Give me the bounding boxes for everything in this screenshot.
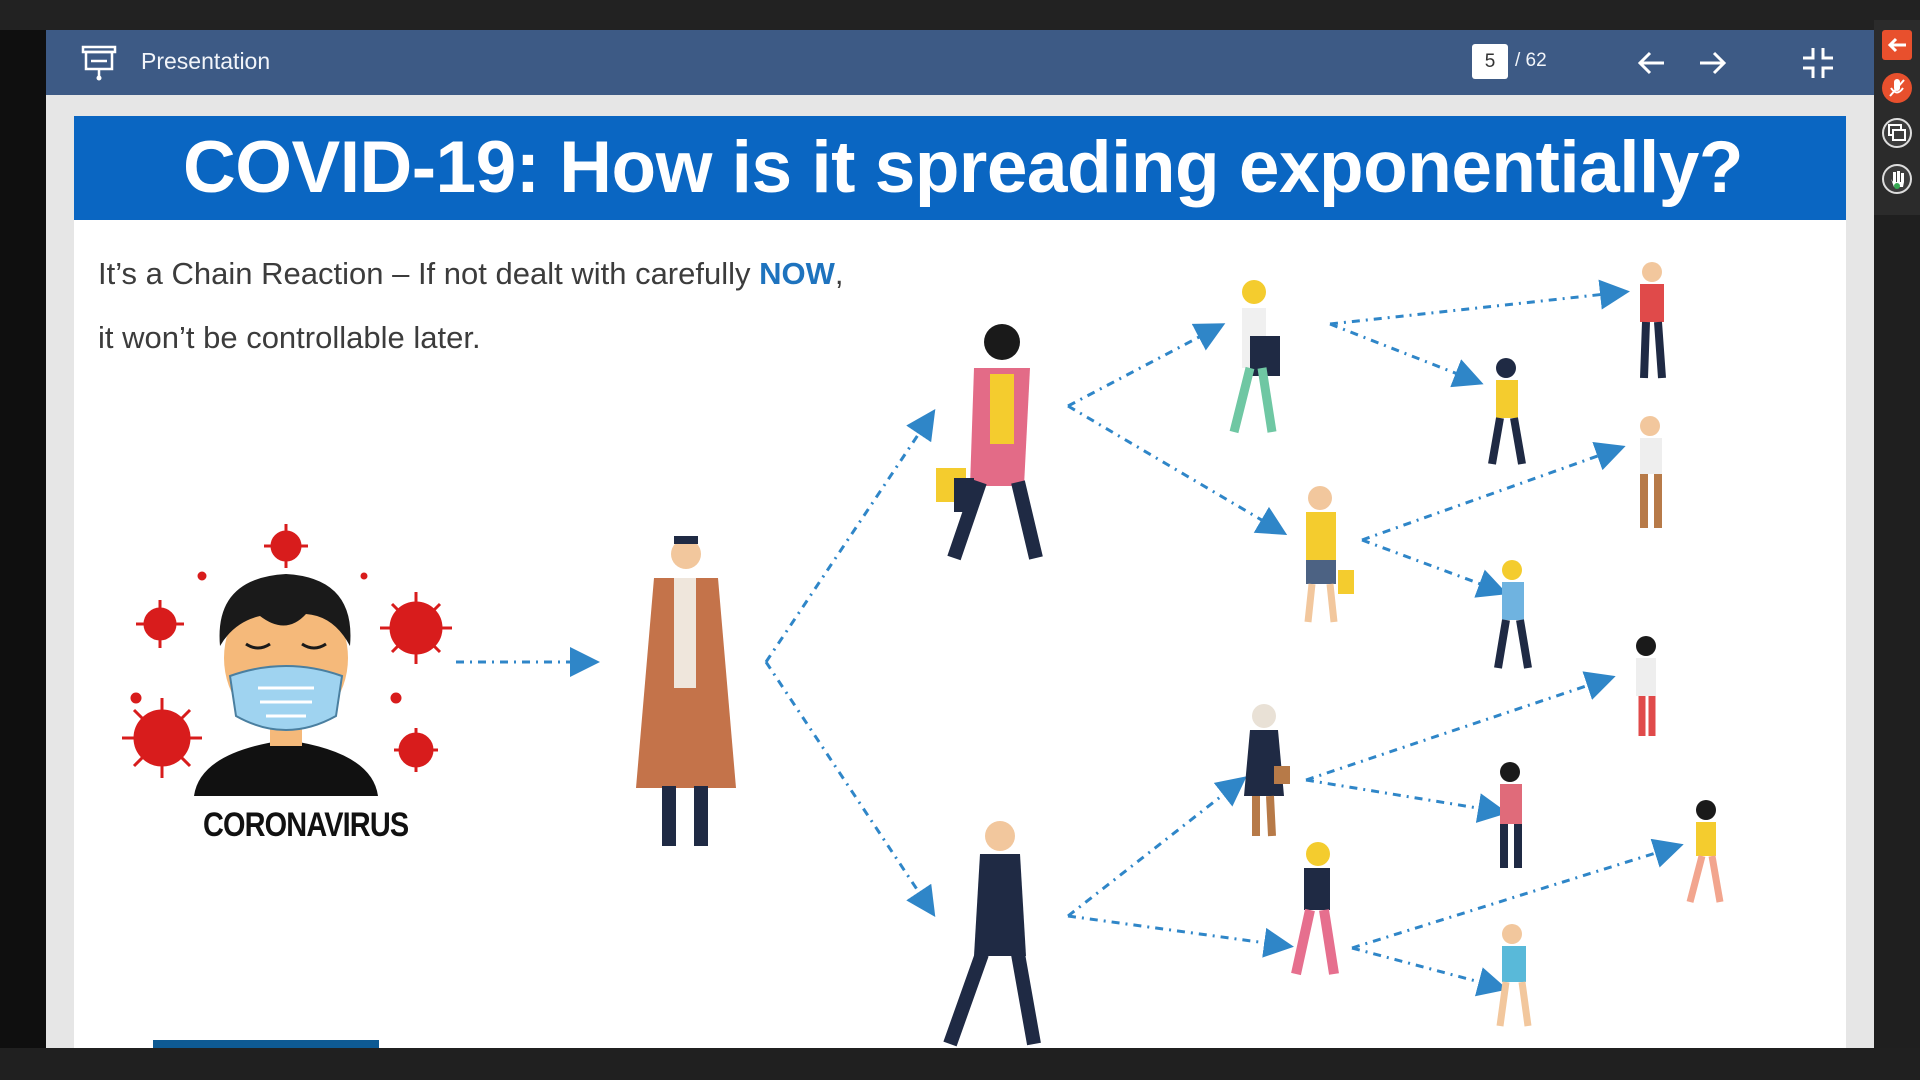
arrow-man-to-suitman bbox=[764, 661, 936, 917]
arrow-e1 bbox=[1305, 671, 1616, 782]
person-red-blouse bbox=[1500, 762, 1522, 868]
page-number-input[interactable]: 5 bbox=[1472, 44, 1508, 79]
person-yellow-shirt-bag bbox=[1304, 486, 1354, 623]
person-white-shirt bbox=[1636, 636, 1656, 736]
mute-mic-icon bbox=[1889, 79, 1905, 97]
arrow-left-icon bbox=[1637, 51, 1664, 75]
person-cyan-hoodie bbox=[1496, 924, 1532, 1027]
bottom-strip bbox=[0, 1048, 1920, 1080]
arrow-a1 bbox=[1067, 323, 1226, 408]
meeting-side-panel bbox=[1874, 20, 1920, 215]
person-pink-pants bbox=[1291, 842, 1339, 976]
person-blue-top bbox=[1494, 560, 1532, 669]
share-screen-icon bbox=[1888, 124, 1906, 141]
arrow-f2 bbox=[1351, 946, 1508, 997]
arrow-d2 bbox=[1361, 538, 1508, 598]
man-in-suit-illustration bbox=[943, 821, 1041, 1047]
arrow-a2 bbox=[1067, 404, 1288, 536]
slide-footer-bar bbox=[153, 1040, 379, 1048]
person-with-shoulder-bag bbox=[1244, 704, 1290, 837]
raise-hand-icon bbox=[1891, 171, 1904, 189]
arrow-man-to-woman bbox=[764, 409, 936, 663]
person-yellow-dress bbox=[1686, 800, 1724, 903]
slide-canvas: COVID-19: How is it spreading exponentia… bbox=[74, 116, 1846, 1048]
slide-body-text: It’s a Chain Reaction – If not dealt wit… bbox=[98, 242, 844, 370]
coronavirus-label: CORONAVIRUS bbox=[203, 806, 409, 844]
slide-title-banner: COVID-19: How is it spreading exponentia… bbox=[74, 116, 1846, 220]
top-strip bbox=[0, 0, 1920, 30]
collapse-panel-icon bbox=[1887, 37, 1906, 53]
collapse-panel-button[interactable] bbox=[1882, 30, 1912, 60]
arrow-b2 bbox=[1067, 914, 1294, 958]
toolbar-title: Presentation bbox=[141, 48, 271, 74]
mute-mic-button[interactable] bbox=[1882, 73, 1912, 103]
arrow-c2 bbox=[1329, 322, 1484, 388]
person-red-top bbox=[1640, 262, 1666, 379]
slide-text-comma: , bbox=[834, 256, 844, 291]
person-yellow-hair-bag bbox=[1229, 280, 1280, 434]
presentation-window: Presentation 5 / 62 COVID-19 bbox=[46, 30, 1874, 1048]
raise-hand-button[interactable] bbox=[1882, 164, 1912, 194]
arrow-e2 bbox=[1305, 778, 1508, 823]
page-total: / 62 bbox=[1515, 50, 1547, 71]
slide-text-line1: It’s a Chain Reaction – If not dealt wit… bbox=[98, 256, 760, 291]
woman-shopping-illustration bbox=[936, 324, 1043, 561]
slide-text-line2: it won’t be controllable later. bbox=[98, 320, 481, 355]
man-in-coat-illustration bbox=[636, 536, 736, 846]
coronavirus-illustration bbox=[122, 524, 452, 796]
arrow-d1 bbox=[1361, 441, 1626, 542]
person-waving bbox=[1640, 416, 1662, 528]
exit-fullscreen-button[interactable] bbox=[1798, 43, 1838, 83]
arrow-b1 bbox=[1067, 776, 1247, 918]
left-strip bbox=[0, 30, 46, 1050]
presentation-icon bbox=[81, 45, 117, 81]
arrow-c1 bbox=[1329, 279, 1630, 326]
next-slide-button[interactable] bbox=[1692, 43, 1732, 83]
exit-fullscreen-icon bbox=[1803, 48, 1833, 78]
presentation-toolbar: Presentation 5 / 62 bbox=[46, 30, 1874, 95]
spread-diagram bbox=[122, 262, 1724, 1047]
arrow-right-icon bbox=[1700, 51, 1727, 75]
person-yellow-jacket bbox=[1488, 358, 1526, 465]
previous-slide-button[interactable] bbox=[1632, 43, 1672, 83]
share-screen-button[interactable] bbox=[1882, 118, 1912, 148]
slide-text-now: NOW bbox=[759, 256, 835, 291]
slide-title: COVID-19: How is it spreading exponentia… bbox=[183, 127, 1743, 208]
